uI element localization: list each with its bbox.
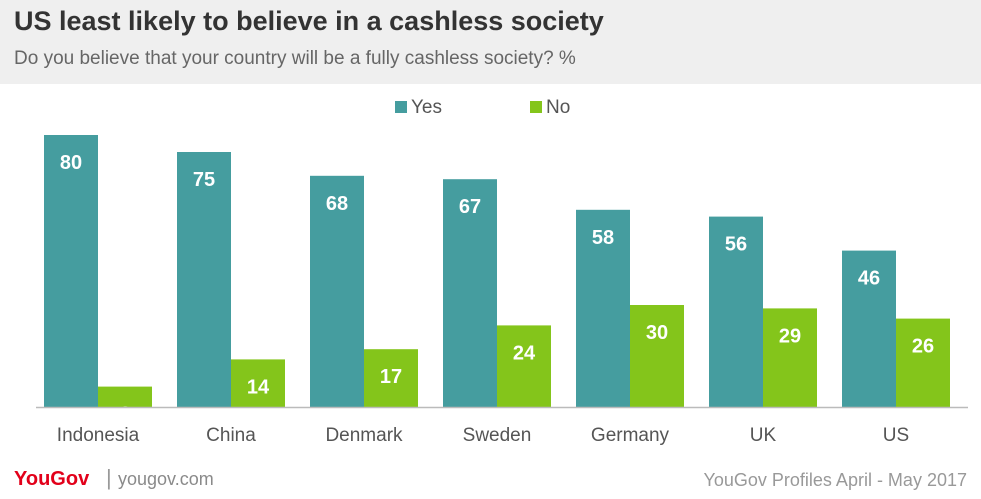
legend-label-no: No (546, 97, 570, 118)
legend-label-yes: Yes (411, 97, 442, 118)
data-label-no-uk: 29 (779, 325, 801, 347)
data-label-yes-us: 46 (858, 268, 880, 290)
bar-no-us (896, 318, 950, 407)
bar-no-denmark (364, 349, 418, 407)
chart-title: US least likely to believe in a cashless… (14, 6, 604, 36)
legend-swatch-yes (395, 101, 407, 113)
x-tick-label-china: China (206, 425, 256, 446)
chart-subtitle: Do you believe that your country will be… (14, 48, 576, 69)
x-tick-label-indonesia: Indonesia (57, 425, 140, 446)
footer-site-link[interactable]: yougov.com (118, 469, 214, 489)
footer-source: YouGov Profiles April - May 2017 (703, 470, 967, 490)
data-label-no-sweden: 24 (513, 342, 536, 364)
header-band: US least likely to believe in a cashless… (0, 0, 981, 84)
bar-no-uk (763, 308, 817, 407)
data-label-no-denmark: 17 (380, 366, 402, 388)
data-label-yes-indonesia: 80 (60, 152, 82, 174)
x-tick-label-us: US (883, 425, 909, 446)
footer-separator: | (106, 465, 112, 490)
data-label-yes-china: 75 (193, 169, 215, 191)
data-label-no-germany: 30 (646, 322, 668, 344)
data-label-yes-uk: 56 (725, 234, 747, 256)
bar-yes-germany (576, 209, 630, 407)
bar-yes-china (177, 152, 231, 407)
bar-no-germany (630, 305, 684, 407)
data-label-no-china: 14 (247, 376, 270, 398)
bar-yes-indonesia (44, 135, 98, 407)
x-tick-label-uk: UK (750, 425, 777, 446)
x-tick-label-denmark: Denmark (325, 425, 403, 446)
data-label-yes-germany: 58 (592, 227, 614, 249)
x-tick-label-germany: Germany (591, 425, 670, 446)
data-label-no-indonesia: 6 (119, 404, 130, 426)
legend-swatch-no (530, 101, 542, 113)
data-label-yes-denmark: 68 (326, 193, 348, 215)
data-label-no-us: 26 (912, 336, 934, 358)
bar-yes-uk (709, 216, 763, 407)
x-tick-label-sweden: Sweden (463, 425, 532, 446)
data-label-yes-sweden: 67 (459, 196, 481, 218)
bar-yes-us (842, 250, 896, 407)
yougov-logo: YouGov (14, 468, 90, 490)
bar-yes-sweden (443, 179, 497, 407)
bar-no-china (231, 359, 285, 407)
bar-no-sweden (497, 325, 551, 407)
bar-no-indonesia (98, 386, 152, 407)
bar-yes-denmark (310, 175, 364, 407)
